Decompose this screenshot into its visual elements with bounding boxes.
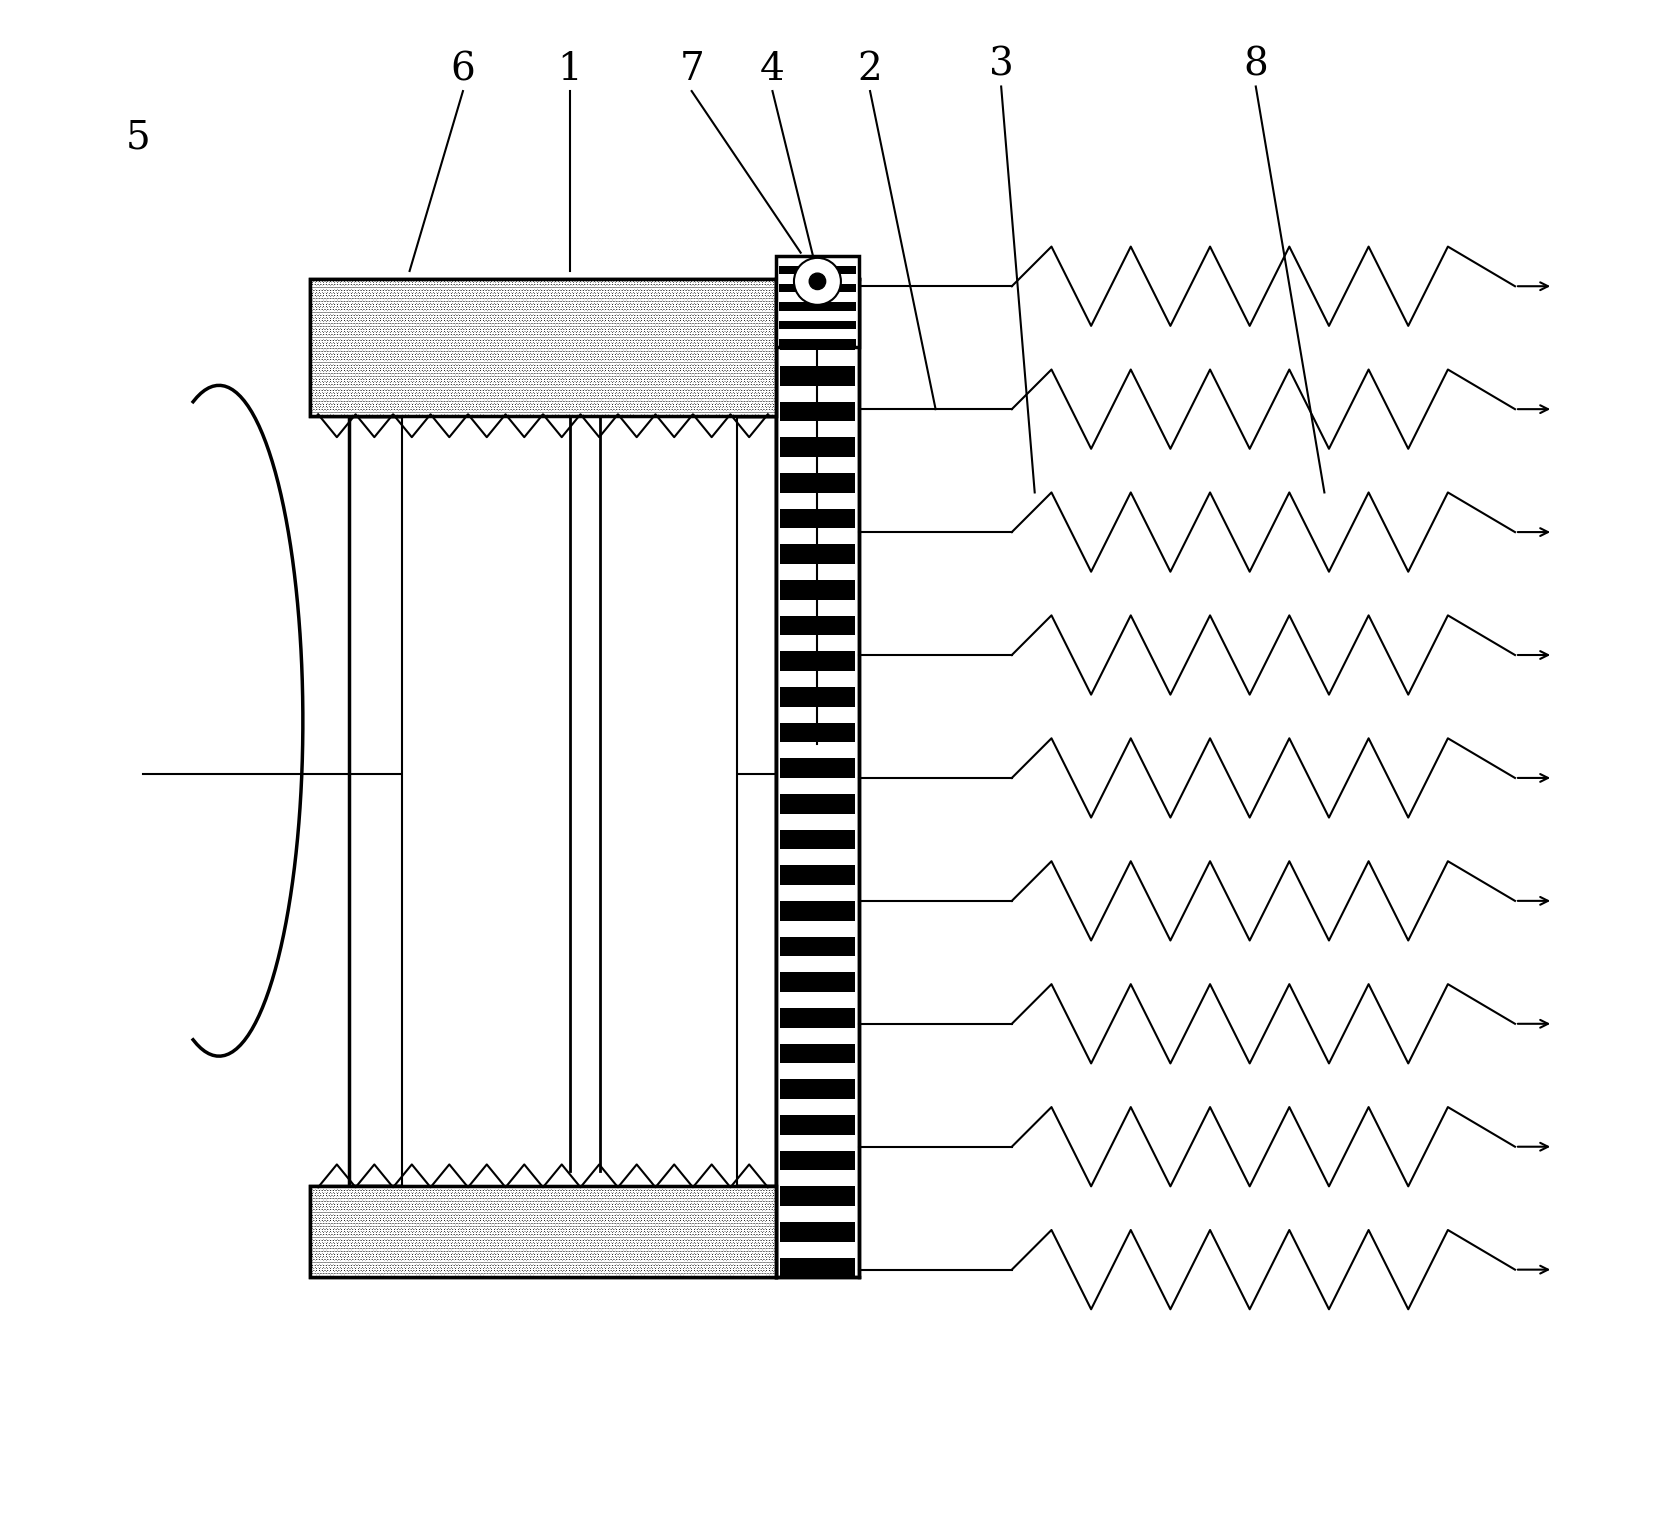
Bar	[780, 794, 855, 814]
Bar	[780, 901, 855, 921]
Bar	[780, 722, 855, 742]
Bar	[780, 330, 855, 350]
Text: 2: 2	[858, 51, 882, 87]
Bar	[780, 509, 855, 529]
Bar	[780, 1079, 855, 1099]
Bar	[780, 544, 855, 564]
Bar	[402, 415, 738, 1187]
Bar	[780, 616, 855, 635]
Bar	[780, 579, 855, 599]
Bar	[780, 474, 855, 492]
Bar	[348, 415, 776, 1187]
Bar	[780, 759, 855, 777]
Bar	[776, 256, 860, 346]
Circle shape	[810, 273, 826, 290]
Bar	[780, 829, 855, 849]
Bar	[780, 865, 855, 885]
Bar	[311, 279, 776, 415]
Bar	[311, 279, 776, 415]
Bar	[780, 1257, 855, 1277]
Text: 7: 7	[679, 51, 704, 87]
Bar	[776, 279, 860, 1277]
Bar	[311, 279, 776, 415]
Bar	[780, 937, 855, 957]
Bar	[311, 1187, 776, 1277]
Bar	[778, 320, 857, 330]
Text: 3: 3	[989, 46, 1014, 83]
Text: 1: 1	[557, 51, 582, 87]
Circle shape	[795, 258, 842, 305]
Bar	[780, 1151, 855, 1170]
Bar	[780, 1044, 855, 1064]
Bar	[780, 437, 855, 457]
Bar	[780, 652, 855, 671]
Bar	[780, 402, 855, 422]
Bar	[311, 1187, 776, 1277]
Bar	[780, 972, 855, 992]
Bar	[778, 265, 857, 274]
Bar	[780, 687, 855, 707]
Text: 8: 8	[1243, 46, 1268, 83]
Bar	[780, 366, 855, 386]
Text: 6: 6	[450, 51, 475, 87]
Bar	[780, 294, 855, 314]
Bar	[780, 1222, 855, 1242]
Bar	[780, 1114, 855, 1134]
Bar	[778, 284, 857, 293]
Bar	[778, 339, 857, 346]
Text: 4: 4	[760, 51, 785, 87]
Text: 5: 5	[125, 120, 151, 156]
Bar	[778, 302, 857, 311]
Bar	[311, 1187, 776, 1277]
Bar	[780, 1009, 855, 1027]
Bar	[780, 1187, 855, 1206]
